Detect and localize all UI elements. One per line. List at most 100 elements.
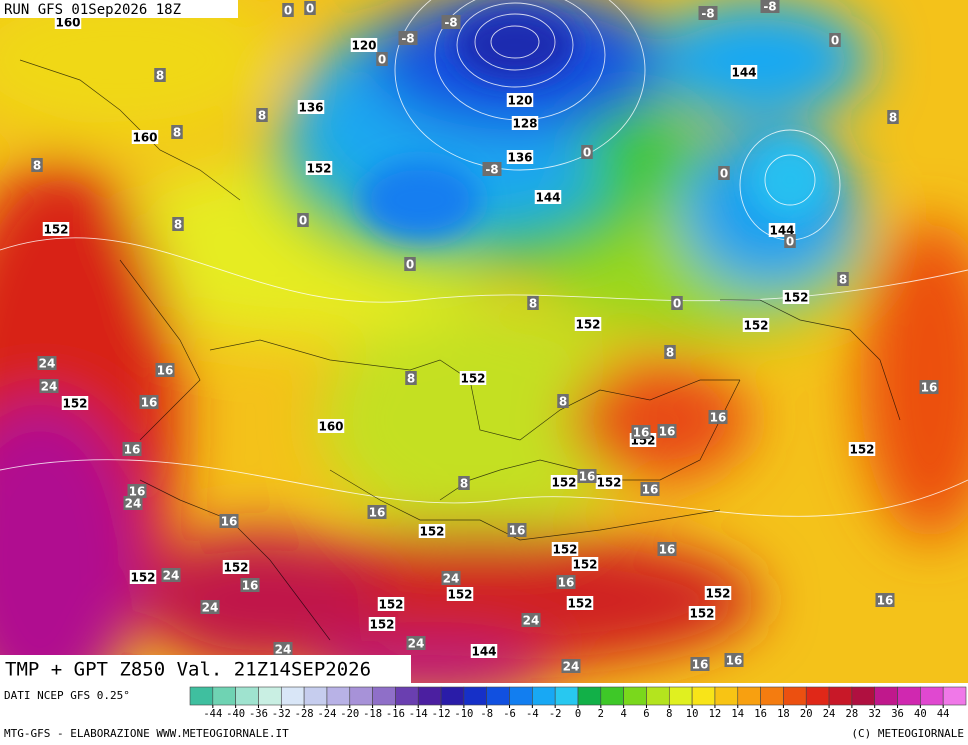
colorbar-swatch: [828, 686, 853, 706]
temperature-label: -8: [485, 163, 498, 177]
temperature-label-box: [784, 234, 796, 248]
height-label: 152: [369, 618, 394, 632]
temperature-label-box: [631, 425, 651, 439]
temperature-label: 24: [275, 643, 292, 657]
height-label-box: [768, 223, 796, 237]
credit-left: MTG-GFS - ELABORAZIONE WWW.METEOGIORNALE…: [4, 727, 289, 740]
temperature-label-box: [304, 1, 316, 15]
colorbar-swatch: [509, 686, 533, 706]
colorbar-tick-label: -36: [249, 708, 268, 720]
colorbar: -44 -40 -36 -32 -28 -24 -20 -18 -16 -14 -12 -10 -8 -6…: [189, 686, 967, 720]
temperature-label-box: [200, 600, 220, 614]
colorbar-swatch: [600, 686, 624, 706]
temperature-label: 24: [163, 569, 180, 583]
temperature-label: 16: [877, 594, 894, 608]
run-label: RUN GFS 01Sep2026 18Z: [4, 2, 181, 18]
colorbar-tick-label: 8: [666, 708, 672, 720]
height-label: 144: [471, 645, 496, 659]
temperature-label-box: [256, 108, 268, 122]
temperature-label-box: [760, 0, 780, 13]
temperature-label-box: [127, 484, 147, 498]
colorbar-tick-label: -24: [317, 708, 336, 720]
height-label: 120: [507, 94, 532, 108]
temperature-label: 16: [579, 470, 596, 484]
temperature-label-box: [657, 424, 677, 438]
temperature-label-box: [664, 345, 676, 359]
temperature-label-box: [171, 125, 183, 139]
colorbar-swatch: [691, 686, 716, 706]
height-label: 152: [572, 558, 597, 572]
temperature-label-box: [837, 272, 849, 286]
temperature-label: 0: [720, 167, 728, 181]
colorbar-tick-label: -18: [363, 708, 382, 720]
temperature-label-box: [724, 653, 744, 667]
height-label: 152: [705, 587, 730, 601]
temperature-label-box: [521, 613, 541, 627]
height-label-box: [42, 222, 70, 236]
temperature-label-box: [577, 469, 597, 483]
colorbar-tick-label: 20: [800, 708, 813, 720]
temperature-label-box: [123, 496, 143, 510]
temperature-label-box: [718, 166, 730, 180]
colorbar-swatch: [577, 686, 602, 706]
height-label: 152: [783, 291, 808, 305]
colorbar-tick-label: -20: [340, 708, 359, 720]
colorbar-tick-label: -10: [454, 708, 473, 720]
height-label-box: [574, 317, 602, 331]
height-label: 152: [743, 319, 768, 333]
colorbar-tick-label: 0: [575, 708, 581, 720]
colorbar-tick-label: -8: [480, 708, 493, 720]
temperature-label: 0: [673, 297, 681, 311]
colorbar-tick-label: 18: [777, 708, 790, 720]
temperature-label-box: [887, 110, 899, 124]
temperature-label-box: [581, 145, 593, 159]
colorbar-swatch: [280, 686, 305, 706]
height-label: 152: [130, 571, 155, 585]
temperature-label: 16: [242, 579, 259, 593]
temperature-label-box: [507, 523, 527, 537]
temperature-label: 0: [786, 235, 794, 249]
colorbar-tick-label: -44: [203, 708, 222, 720]
colorbar-tick-label: -6: [503, 708, 516, 720]
colorbar-tick-label: -14: [409, 708, 428, 720]
colorbar-tick-label: -32: [272, 708, 291, 720]
height-label-box: [418, 524, 446, 538]
height-label: 152: [551, 476, 576, 490]
temperature-label-box: [482, 162, 502, 176]
colorbar-swatch: [189, 686, 214, 706]
height-label-box: [317, 419, 345, 433]
temperature-label: 16: [124, 443, 141, 457]
temperature-label: 0: [406, 258, 414, 272]
temperature-label-box: [31, 158, 43, 172]
height-label-box: [61, 396, 89, 410]
temperature-label: 8: [33, 159, 41, 173]
height-label: 152: [596, 476, 621, 490]
temperature-label: 8: [156, 69, 164, 83]
height-label: 160: [55, 16, 80, 30]
colorbar-swatch: [668, 686, 693, 706]
temperature-label-box: [406, 636, 426, 650]
colorbar-swatch: [623, 686, 647, 706]
height-label: 152: [460, 372, 485, 386]
colorbar-swatch: [235, 686, 259, 706]
temperature-label-box: [139, 395, 159, 409]
temperature-label-box: [161, 568, 181, 582]
height-label: 152: [378, 598, 403, 612]
height-label-box: [350, 38, 378, 52]
temperature-label: 16: [659, 425, 676, 439]
height-label: 152: [62, 397, 87, 411]
temperature-label: 16: [558, 576, 575, 590]
colorbar-tick-label: 4: [620, 708, 626, 720]
temperature-label: -8: [763, 0, 776, 14]
temperature-label: -8: [701, 7, 714, 21]
map-title: TMP + GPT Z850 Val. 21Z14SEP2026: [5, 659, 371, 681]
colorbar-swatch: [440, 686, 465, 706]
temperature-label-box: [172, 217, 184, 231]
colorbar-swatch: [874, 686, 898, 706]
height-label: 152: [567, 597, 592, 611]
temperature-label: 8: [173, 126, 181, 140]
colorbar-swatch: [463, 686, 488, 706]
colorbar-swatch: [417, 686, 442, 706]
temperature-label-box: [155, 363, 175, 377]
